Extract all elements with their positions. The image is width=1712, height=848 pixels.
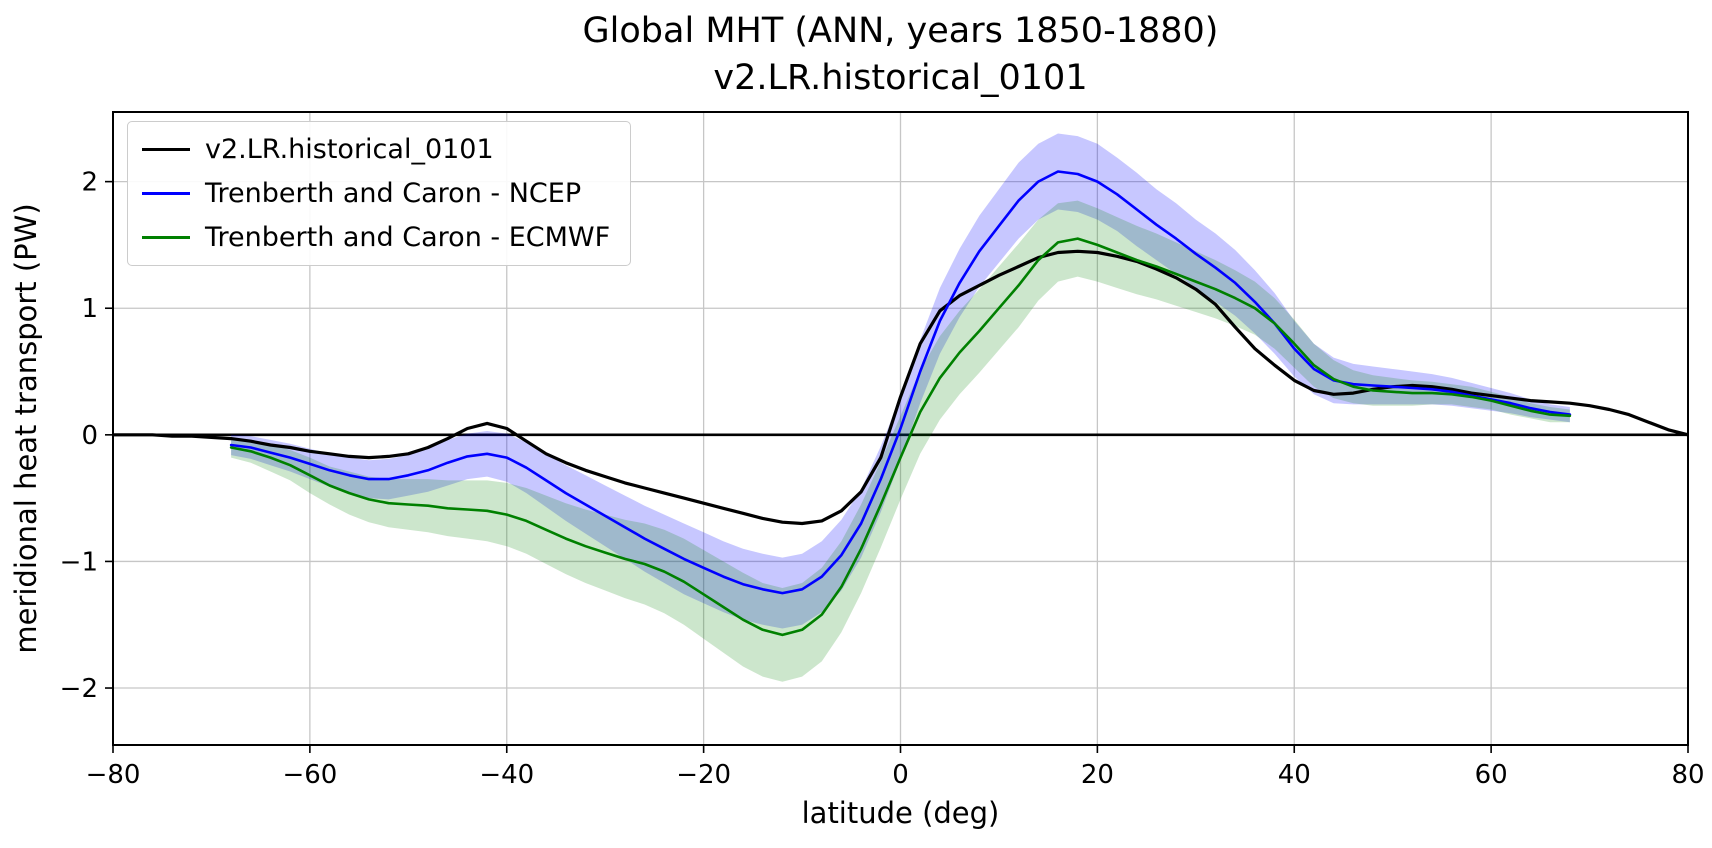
legend-line-swatch-ncep [142,192,190,195]
band-trenberth-and-caron-ncep [231,133,1570,629]
tick-label-x--20: −20 [676,760,731,790]
x-axis-label: latitude (deg) [802,796,1000,830]
tick-label-y--2: −2 [60,674,98,704]
bands-group [231,133,1570,682]
tick-label-x-80: 80 [1671,760,1704,790]
chart-title: Global MHT (ANN, years 1850-1880) [582,11,1219,51]
chart-subtitle: v2.LR.historical_0101 [713,57,1088,98]
tick-label-x-60: 60 [1475,760,1508,790]
ticks-group: −80 −60 −40 −20 0 20 40 60 80 −2 −1 0 1 2 [60,168,1705,790]
legend-line-swatch-ecmwf [142,236,190,239]
tick-label-x-0: 0 [892,760,909,790]
tick-label-x--40: −40 [479,760,534,790]
legend-label-model: v2.LR.historical_0101 [205,134,494,165]
tick-label-y-1: 1 [81,294,98,324]
tick-label-x-20: 20 [1081,760,1114,790]
legend-label-ecmwf: Trenberth and Caron - ECMWF [205,222,611,253]
series-line-trenberth-and-caron-ecmwf [229,237,1572,637]
tick-label-y-2: 2 [81,168,98,198]
tick-label-x--60: −60 [282,760,337,790]
band-trenberth-and-caron-ecmwf [231,200,1570,682]
tick-label-x--80: −80 [86,760,141,790]
series-line-v2-lr-historical-0101 [113,249,1688,526]
y-axis-label: meridional heat transport (PW) [9,203,43,653]
legend-item: Trenberth and Caron - NCEP [142,178,610,209]
tick-label-y-0: 0 [81,421,98,451]
legend-item: Trenberth and Caron - ECMWF [142,222,610,253]
chart-title-block: Global MHT (ANN, years 1850-1880) v2.LR.… [113,8,1688,102]
tick-label-y--1: −1 [60,547,98,577]
legend: v2.LR.historical_0101 Trenberth and Caro… [127,121,632,266]
legend-item: v2.LR.historical_0101 [142,134,610,165]
legend-label-ncep: Trenberth and Caron - NCEP [205,178,582,209]
lines-group [113,170,1688,637]
tick-label-x-40: 40 [1278,760,1311,790]
legend-line-swatch-model [142,148,190,151]
